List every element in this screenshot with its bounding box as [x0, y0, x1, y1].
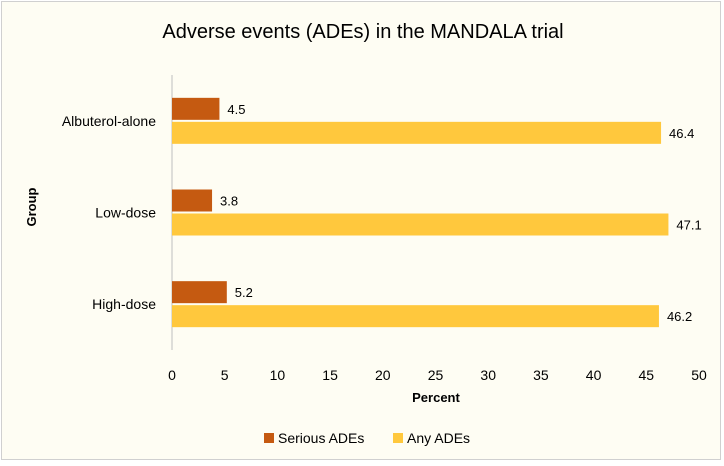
y-tick-labels: Albuterol-alone Low-dose High-dose: [62, 113, 156, 312]
bar-chart: Adverse events (ADEs) in the MANDALA tri…: [24, 21, 707, 446]
x-tick-labels: 0 5 10 15 20 25 30 35 40 45 50: [168, 367, 707, 383]
bar-serious-ades: [172, 189, 213, 212]
bar-any-ades: [172, 213, 669, 236]
x-tick-label: 5: [221, 367, 229, 383]
y-tick-label: Albuterol-alone: [62, 113, 156, 129]
legend-swatch-any-ades: [393, 433, 403, 443]
x-axis-title: Percent: [412, 390, 460, 405]
data-label: 5.2: [235, 285, 253, 300]
bar-serious-ades: [172, 281, 227, 304]
bar-any-ades: [172, 305, 659, 328]
x-tick-label: 40: [586, 367, 602, 383]
chart-frame: Adverse events (ADEs) in the MANDALA tri…: [1, 1, 721, 460]
data-label: 46.2: [667, 309, 692, 324]
x-tick-label: 15: [322, 367, 338, 383]
legend-label: Any ADEs: [407, 430, 470, 446]
data-label: 4.5: [227, 102, 245, 117]
x-tick-label: 25: [428, 367, 444, 383]
data-label: 47.1: [676, 218, 701, 233]
x-tick-label: 20: [375, 367, 391, 383]
bars-group: 4.5 46.4 3.8 47.1 5.2 46.2: [172, 97, 702, 328]
x-tick-label: 0: [168, 367, 176, 383]
y-axis-title: Group: [24, 187, 39, 226]
bar-serious-ades: [172, 97, 220, 120]
legend: Serious ADEs Any ADEs: [264, 430, 470, 446]
data-label: 46.4: [669, 126, 694, 141]
y-tick-label: High-dose: [92, 296, 156, 312]
data-label: 3.8: [220, 194, 238, 209]
x-tick-label: 30: [480, 367, 496, 383]
legend-swatch-serious-ades: [264, 433, 274, 443]
bar-any-ades: [172, 121, 662, 144]
x-tick-label: 50: [691, 367, 707, 383]
chart-title: Adverse events (ADEs) in the MANDALA tri…: [162, 21, 563, 43]
y-tick-label: Low-dose: [95, 205, 156, 221]
x-tick-label: 35: [533, 367, 549, 383]
x-tick-label: 45: [639, 367, 655, 383]
legend-label: Serious ADEs: [278, 430, 364, 446]
x-tick-label: 10: [270, 367, 286, 383]
